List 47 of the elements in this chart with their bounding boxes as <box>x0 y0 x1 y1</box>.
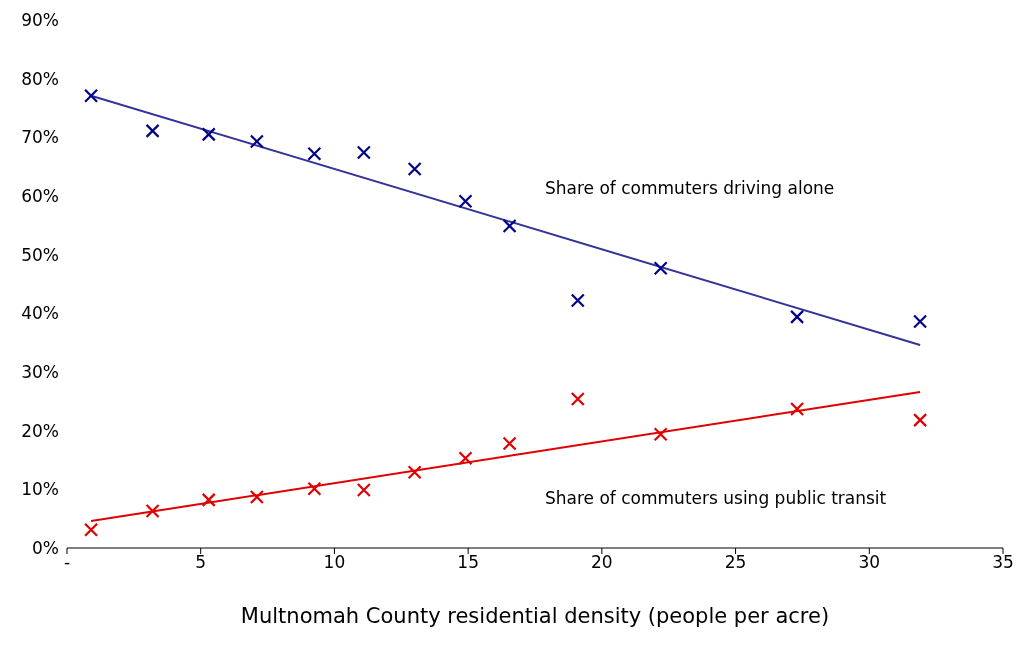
x-tick-label: 25 <box>724 552 747 573</box>
point <box>356 145 371 160</box>
point <box>83 522 99 537</box>
y-tick-label: 20% <box>21 420 59 441</box>
point <box>570 293 585 308</box>
annotation: Share of commuters using public transit <box>545 488 887 508</box>
point <box>201 127 216 142</box>
x-tick-label: 35 <box>992 552 1014 573</box>
point <box>458 194 473 209</box>
y-tick-label: 0% <box>32 538 59 559</box>
point <box>407 161 422 177</box>
point <box>356 482 371 498</box>
point <box>83 88 99 103</box>
point <box>145 123 160 138</box>
point <box>249 134 264 149</box>
x-axis-title: Multnomah County residential density (people per acre) <box>240 604 830 628</box>
annotation: Share of commuters driving alone <box>545 178 835 198</box>
y-tick-label: 30% <box>21 362 59 383</box>
x-tick-label: 20 <box>591 552 613 573</box>
point <box>145 503 160 519</box>
point <box>570 391 585 407</box>
y-tick-label: 40% <box>21 303 59 324</box>
point <box>653 427 668 442</box>
y-tick-label: 70% <box>21 127 59 148</box>
x-tick-label: 5 <box>195 552 207 573</box>
point <box>407 465 422 480</box>
y-tick-label: 60% <box>21 186 59 207</box>
point <box>789 309 805 324</box>
point <box>307 146 322 161</box>
x-tick-label: 30 <box>858 552 881 573</box>
point <box>458 451 473 466</box>
point <box>502 436 517 451</box>
point <box>201 492 216 507</box>
y-tick-label: 10% <box>21 479 59 500</box>
y-tick-label: 80% <box>21 68 59 89</box>
y-tick-label: 50% <box>21 244 59 265</box>
x-tick-label: - <box>63 552 71 573</box>
point <box>307 481 322 496</box>
point <box>502 218 517 234</box>
x-tick-label: 10 <box>323 552 346 573</box>
point <box>653 261 668 276</box>
x-tick-label: 15 <box>457 552 479 573</box>
point <box>913 413 928 428</box>
point <box>913 314 928 329</box>
y-tick-label: 90% <box>21 10 59 31</box>
point <box>789 401 805 417</box>
point <box>249 489 264 505</box>
